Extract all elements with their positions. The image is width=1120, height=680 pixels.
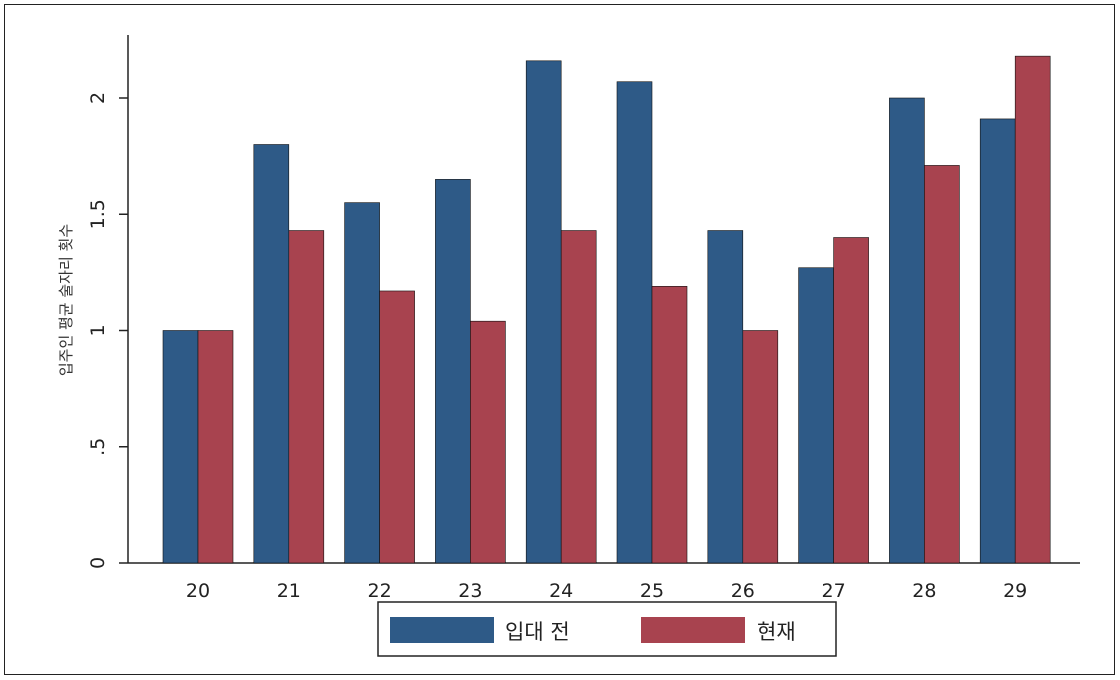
bar-current-26 — [742, 330, 779, 564]
x-tick-label: 23 — [458, 580, 482, 602]
bar-before-26 — [707, 230, 744, 564]
bar-before-27 — [798, 267, 834, 564]
y-tick-label: .5 — [87, 438, 109, 456]
x-tick-label: 20 — [186, 580, 210, 602]
bar-before-20 — [162, 330, 199, 564]
bar-current-28 — [924, 165, 960, 564]
x-tick-label: 25 — [640, 580, 664, 602]
y-ticks: 0 .5 1 1.5 2 — [87, 92, 128, 569]
bar-current-23 — [470, 320, 506, 564]
bar-current-21 — [288, 230, 325, 564]
legend-label-current: 현재 — [757, 620, 796, 644]
x-tick-label: 29 — [1003, 580, 1027, 602]
y-tick-label: 2 — [87, 92, 109, 104]
x-tick-label: 27 — [822, 580, 846, 602]
bar-current-27 — [833, 237, 869, 564]
bar-current-22 — [379, 290, 415, 564]
x-tick-label: 28 — [912, 580, 936, 602]
bar-before-25 — [616, 81, 653, 564]
y-tick-label: 1 — [87, 324, 109, 336]
bar-before-23 — [435, 179, 471, 564]
bar-before-29 — [979, 118, 1016, 564]
bars — [162, 55, 1051, 564]
y-tick-label: 0 — [87, 557, 109, 569]
x-tick-label: 21 — [277, 580, 301, 602]
x-tick-label: 24 — [549, 580, 573, 602]
bar-current-24 — [560, 230, 597, 564]
bar-before-24 — [525, 60, 562, 564]
bar-current-29 — [1014, 55, 1051, 564]
x-ticks: 20 21 22 23 24 25 26 27 28 29 — [186, 580, 1027, 602]
bar-before-22 — [344, 202, 380, 564]
bar-before-28 — [889, 97, 925, 564]
x-tick-label: 22 — [368, 580, 392, 602]
bar-current-25 — [651, 286, 688, 564]
legend-swatch-before — [390, 617, 494, 643]
x-tick-label: 26 — [731, 580, 755, 602]
legend-label-before: 입대 전 — [505, 620, 570, 644]
y-tick-label: 1.5 — [87, 199, 109, 229]
y-axis-label: 입주인 평균 술자리 횟수 — [57, 224, 75, 376]
legend: 입대 전 현재 — [377, 601, 837, 657]
bar-current-20 — [197, 330, 234, 564]
bar-before-21 — [253, 144, 290, 564]
legend-swatch-current — [641, 617, 745, 643]
